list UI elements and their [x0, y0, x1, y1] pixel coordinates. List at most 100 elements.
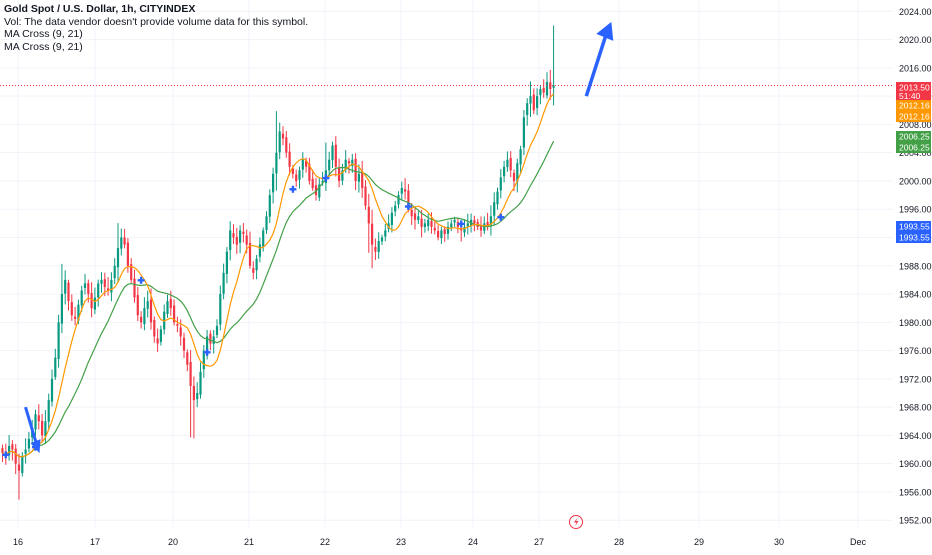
candle[interactable]: [239, 225, 242, 254]
candle[interactable]: [437, 225, 440, 241]
candle[interactable]: [229, 221, 232, 261]
candle[interactable]: [420, 210, 423, 238]
candle[interactable]: [232, 224, 235, 244]
ma-fast-line[interactable]: [2, 93, 555, 458]
candle[interactable]: [24, 438, 27, 464]
candle[interactable]: [50, 369, 54, 407]
candle[interactable]: [57, 314, 60, 368]
candle[interactable]: [37, 404, 40, 430]
candle[interactable]: [361, 160, 364, 198]
candle[interactable]: [334, 136, 337, 177]
candle[interactable]: [371, 209, 374, 269]
price-label-badge[interactable]: 1993.55: [896, 221, 931, 232]
candle[interactable]: [314, 177, 318, 201]
symbol-title[interactable]: Gold Spot / U.S. Dollar, 1h, CITYINDEX: [4, 3, 196, 15]
price-label-badge[interactable]: 2006.25: [896, 131, 931, 142]
candle[interactable]: [404, 178, 407, 200]
cross-marker[interactable]: [137, 276, 145, 284]
candle[interactable]: [384, 223, 387, 242]
candle[interactable]: [120, 228, 123, 256]
candle[interactable]: [265, 211, 268, 234]
candle[interactable]: [54, 348, 57, 380]
cross-marker[interactable]: [457, 220, 465, 228]
candle[interactable]: [539, 86, 542, 105]
price-label-badge[interactable]: 2006.25: [896, 142, 931, 153]
ma-slow-line[interactable]: [2, 140, 555, 458]
candle[interactable]: [400, 181, 403, 200]
cross-marker[interactable]: [289, 185, 297, 193]
candle[interactable]: [486, 212, 489, 231]
candle[interactable]: [163, 304, 166, 335]
candle[interactable]: [288, 143, 291, 176]
candle[interactable]: [390, 207, 393, 233]
price-label-badge[interactable]: 2012.16: [896, 100, 931, 111]
candle[interactable]: [440, 226, 443, 244]
candle[interactable]: [493, 192, 496, 225]
candle[interactable]: [47, 393, 50, 430]
candle[interactable]: [423, 218, 426, 233]
indicator-ma-cross-1[interactable]: MA Cross (9, 21): [4, 28, 83, 40]
candle[interactable]: [466, 213, 469, 235]
candle[interactable]: [242, 223, 245, 243]
candle[interactable]: [60, 263, 63, 334]
candle[interactable]: [496, 187, 499, 210]
candle[interactable]: [219, 285, 222, 331]
candle[interactable]: [503, 160, 506, 183]
candle[interactable]: [328, 151, 331, 175]
candle[interactable]: [146, 290, 149, 318]
candle[interactable]: [281, 126, 285, 146]
candle[interactable]: [64, 270, 67, 305]
candle[interactable]: [278, 122, 281, 160]
candle[interactable]: [413, 206, 417, 230]
candle[interactable]: [387, 214, 390, 233]
price-label-badge[interactable]: 1993.55: [896, 232, 931, 243]
candle[interactable]: [377, 232, 380, 259]
candle[interactable]: [248, 231, 252, 269]
candle[interactable]: [506, 151, 509, 172]
candle[interactable]: [14, 444, 17, 475]
candle[interactable]: [17, 453, 21, 500]
candle[interactable]: [552, 25, 555, 106]
candle[interactable]: [499, 169, 502, 199]
candle[interactable]: [130, 258, 133, 283]
arrow-down-annotation[interactable]: [24, 406, 41, 454]
candle[interactable]: [427, 213, 430, 231]
indicator-ma-cross-2[interactable]: MA Cross (9, 21): [4, 40, 83, 53]
candle[interactable]: [74, 306, 77, 326]
candle[interactable]: [107, 277, 110, 296]
candle[interactable]: [153, 316, 156, 343]
candle[interactable]: [367, 193, 370, 253]
candle[interactable]: [489, 205, 492, 236]
candle[interactable]: [123, 228, 126, 249]
candle[interactable]: [298, 166, 301, 189]
candle[interactable]: [192, 376, 195, 439]
candle[interactable]: [34, 409, 37, 436]
candle[interactable]: [189, 349, 192, 438]
candle[interactable]: [159, 325, 162, 346]
candle[interactable]: [83, 273, 87, 295]
candle[interactable]: [215, 319, 219, 339]
candle[interactable]: [357, 164, 360, 193]
cross-marker[interactable]: [203, 348, 211, 356]
cross-marker[interactable]: [2, 451, 10, 459]
cross-marker[interactable]: [497, 213, 505, 221]
candle[interactable]: [394, 200, 397, 217]
candle[interactable]: [364, 180, 367, 210]
candle[interactable]: [301, 152, 304, 178]
price-label-badge[interactable]: 2012.16: [896, 111, 931, 122]
candle[interactable]: [255, 254, 258, 280]
candle[interactable]: [97, 279, 100, 307]
candle[interactable]: [8, 434, 11, 461]
candle[interactable]: [268, 189, 271, 223]
candle[interactable]: [374, 238, 377, 260]
candle[interactable]: [516, 158, 519, 193]
candle[interactable]: [308, 157, 311, 185]
cross-marker[interactable]: [404, 203, 412, 211]
candle[interactable]: [182, 332, 186, 359]
candle[interactable]: [433, 219, 436, 235]
candle[interactable]: [318, 178, 321, 202]
candle[interactable]: [140, 311, 143, 329]
